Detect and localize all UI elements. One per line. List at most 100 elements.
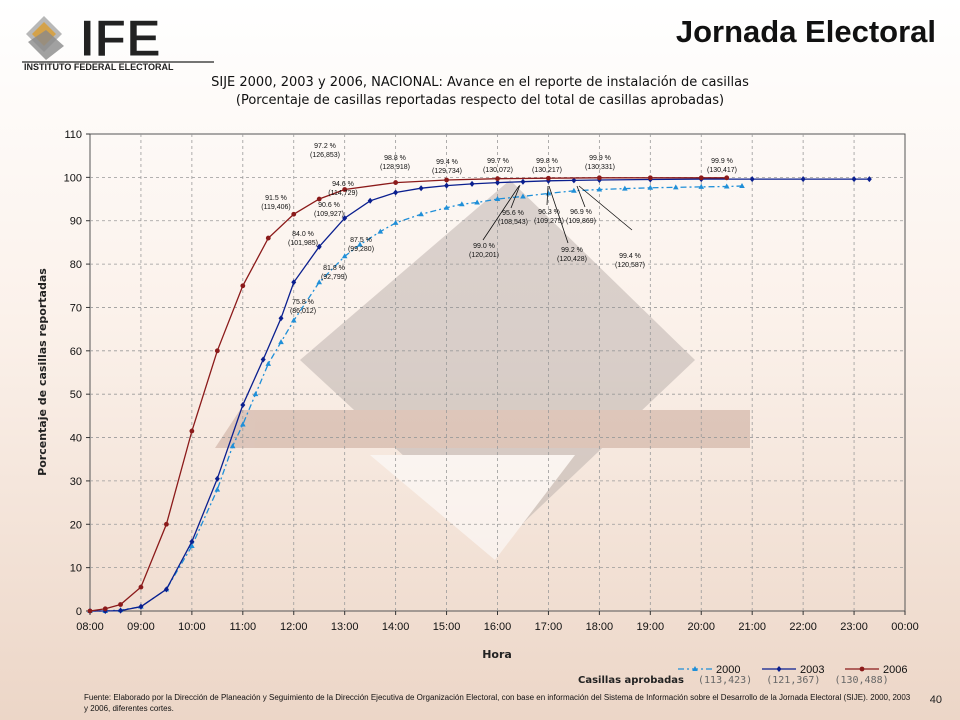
x-tick-label: 18:00: [586, 621, 614, 633]
annotation-pct: 90.6 %: [318, 202, 340, 209]
legend: 2000 2003 2006: [678, 664, 907, 676]
x-tick-label: 17:00: [535, 621, 563, 633]
logo-subtext: INSTITUTO FEDERAL ELECTORAL: [24, 62, 174, 72]
data-point: [291, 279, 297, 286]
y-tick-label: 10: [70, 563, 82, 575]
annotation-leader: [546, 185, 549, 206]
slide-title: Jornada Electoral: [675, 14, 936, 49]
data-point: [214, 348, 220, 354]
approved-2003: (121,367): [766, 675, 821, 686]
ife-logo: IFE INSTITUTO FEDERAL ELECTORAL: [22, 10, 214, 72]
series-2006: [87, 175, 730, 614]
series-2003: [87, 176, 872, 614]
annotation-pct: 99.9 %: [589, 155, 611, 162]
annotation-count: (126,853): [310, 152, 340, 159]
data-point: [444, 177, 449, 183]
annotation-pct: 75.8 %: [292, 299, 314, 306]
annotation-pct: 97.2 %: [314, 143, 336, 150]
annotation-pct: 99.8 %: [536, 158, 558, 165]
data-point: [469, 180, 475, 187]
annotation-count: (120,201): [469, 252, 499, 259]
annotation-pct: 99.4 %: [619, 253, 641, 260]
source-note: Fuente: Elaborado por la Dirección de Pl…: [84, 693, 911, 713]
legend-caption: Casillas aprobadas (113,423) (121,367) (…: [578, 675, 889, 686]
data-point: [418, 211, 424, 217]
data-point: [622, 185, 628, 191]
x-tick-label: 12:00: [280, 621, 308, 633]
annotation-count: (130,417): [707, 167, 737, 174]
annotation-pct: 99.7 %: [487, 158, 509, 165]
x-tick-label: 19:00: [637, 621, 665, 633]
annotation-pct: 99.9 %: [711, 158, 733, 165]
data-point: [749, 176, 755, 183]
annotation-count: (130,072): [483, 167, 513, 174]
data-point: [377, 228, 384, 234]
legend-label-2003: 2003: [800, 664, 824, 676]
legend-label-2000: 2000: [716, 664, 740, 676]
annotation-count: (130,331): [585, 164, 615, 171]
data-point: [418, 185, 424, 192]
data-point: [571, 177, 577, 184]
data-point: [520, 193, 526, 199]
data-point: [851, 176, 857, 183]
data-point: [189, 542, 195, 548]
y-tick-label: 70: [70, 302, 82, 314]
data-point: [260, 356, 266, 363]
data-point: [102, 606, 108, 612]
chart-title-line2: (Porcentaje de casillas reportadas respe…: [235, 93, 725, 108]
y-tick-label: 0: [76, 606, 82, 618]
y-tick-label: 110: [64, 129, 82, 141]
data-point: [571, 187, 577, 193]
data-point: [444, 182, 450, 189]
y-tick-label: 80: [70, 259, 82, 271]
chart-title-line1: SIJE 2000, 2003 y 2006, NACIONAL: Avance…: [211, 75, 749, 90]
y-tick-label: 60: [70, 346, 82, 358]
data-point: [316, 279, 323, 285]
data-point: [698, 183, 705, 189]
data-point: [724, 175, 730, 181]
series-line-2006: [89, 177, 727, 612]
annotation-leader: [510, 184, 521, 209]
x-tick-label: 13:00: [331, 621, 359, 633]
annotation-pct: 99.2 %: [561, 247, 583, 254]
data-point: [520, 178, 526, 185]
data-point: [692, 666, 698, 671]
approved-2000: (113,423): [698, 675, 753, 686]
y-tick-label: 40: [70, 433, 82, 445]
data-point: [316, 243, 322, 250]
data-point: [474, 199, 480, 205]
data-point: [138, 584, 144, 590]
data-point: [189, 428, 195, 434]
x-tick-label: 09:00: [127, 621, 155, 633]
data-point: [367, 197, 373, 204]
data-point: [647, 184, 654, 190]
data-point: [118, 607, 124, 614]
data-point: [118, 602, 123, 607]
x-tick-label: 10:00: [178, 621, 206, 633]
annotation-count: (92,799): [321, 274, 347, 281]
annotation-pct: 91.5 %: [265, 195, 287, 202]
x-tick-label: 16:00: [484, 621, 512, 633]
data-point: [189, 538, 195, 545]
data-point: [357, 241, 363, 247]
annotation-leader: [578, 185, 633, 231]
data-point: [214, 486, 221, 492]
annotation-pct: 99.4 %: [436, 159, 458, 166]
data-point: [393, 180, 399, 185]
data-point: [494, 196, 501, 202]
data-point: [546, 175, 551, 181]
annotation-count: (120,428): [557, 256, 587, 263]
annotation-count: (114,729): [328, 190, 357, 197]
annotation-count: (109,275): [534, 218, 564, 225]
x-tick-label: 14:00: [382, 621, 410, 633]
data-point: [776, 666, 782, 672]
y-axis: 0 10 20 30 40 50 60 70 80 90 100 110: [64, 129, 90, 618]
chart-title: SIJE 2000, 2003 y 2006, NACIONAL: Avance…: [130, 74, 830, 110]
annotation-count: (119,406): [261, 204, 290, 211]
data-point: [723, 183, 730, 189]
grid: [90, 134, 905, 611]
data-point: [265, 235, 271, 241]
x-tick-label: 15:00: [433, 621, 461, 633]
y-tick-label: 90: [70, 216, 82, 228]
